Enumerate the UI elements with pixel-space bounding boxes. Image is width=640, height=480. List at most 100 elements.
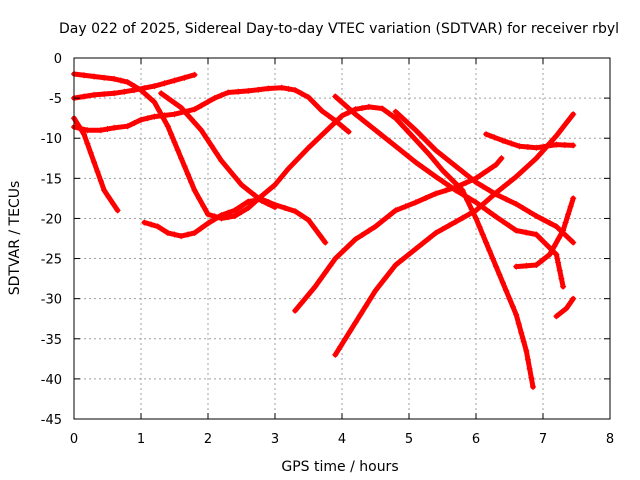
data-point	[513, 201, 520, 207]
data-point	[339, 99, 345, 106]
data-point	[332, 255, 339, 262]
data-point	[439, 152, 446, 159]
data-point	[184, 231, 191, 238]
data-point	[567, 203, 574, 210]
data-point	[546, 220, 553, 226]
data-point	[111, 75, 118, 82]
data-point	[564, 118, 571, 125]
data-point	[526, 209, 533, 215]
data-point	[111, 124, 118, 131]
data-series	[71, 84, 352, 135]
data-point	[124, 123, 131, 130]
data-point	[486, 209, 493, 215]
series-line	[483, 131, 576, 151]
data-point	[198, 225, 205, 232]
data-point	[553, 251, 560, 258]
data-point	[164, 95, 171, 102]
data-point	[332, 93, 339, 100]
data-point	[347, 327, 354, 334]
data-point	[432, 147, 439, 154]
data-point	[131, 83, 138, 90]
data-point	[412, 127, 419, 134]
data-point	[479, 170, 486, 177]
data-point	[131, 120, 138, 126]
data-point	[528, 374, 535, 381]
data-point	[342, 335, 349, 342]
data-point	[81, 131, 87, 138]
x-tick-label: 5	[405, 432, 413, 447]
data-point	[526, 161, 533, 168]
data-point	[365, 121, 372, 128]
data-point	[198, 127, 205, 134]
data-point	[524, 144, 531, 150]
data-point	[359, 232, 366, 238]
data-series	[483, 131, 577, 151]
data-point	[516, 143, 523, 150]
data-point	[365, 103, 372, 110]
data-point	[345, 105, 352, 112]
data-point	[543, 143, 550, 150]
x-tick-label: 8	[606, 432, 614, 447]
data-point	[426, 151, 433, 158]
data-point	[486, 166, 493, 173]
data-point	[518, 329, 525, 336]
data-point	[392, 115, 399, 122]
data-point	[105, 194, 112, 201]
data-point	[231, 213, 238, 219]
data-point	[540, 238, 546, 245]
data-point	[144, 115, 151, 122]
data-point	[292, 158, 299, 165]
data-point	[251, 192, 258, 199]
data-point	[555, 235, 562, 242]
series-layer	[71, 71, 577, 390]
data-point	[151, 83, 158, 90]
data-point	[523, 229, 530, 236]
data-point	[337, 343, 344, 350]
data-point	[158, 90, 165, 97]
data-point	[218, 92, 225, 99]
data-point	[508, 140, 515, 147]
data-point	[412, 136, 419, 143]
data-point	[178, 104, 185, 111]
data-point	[523, 262, 530, 269]
data-point	[171, 111, 178, 118]
data-point	[419, 164, 426, 171]
data-point	[546, 251, 553, 258]
y-tick-label: -35	[41, 333, 62, 348]
data-point	[399, 122, 406, 129]
data-point	[556, 267, 563, 274]
data-point	[205, 98, 211, 105]
data-series	[513, 195, 577, 270]
data-point	[245, 205, 252, 211]
data-series	[553, 295, 577, 320]
y-tick-label: -15	[41, 172, 62, 187]
x-axis-label: GPS time / hours	[281, 459, 398, 475]
data-point	[171, 77, 178, 84]
data-point	[345, 128, 352, 135]
data-point	[558, 275, 565, 282]
data-point	[91, 73, 98, 80]
data-point	[245, 187, 252, 194]
data-point	[519, 167, 526, 174]
data-point	[121, 88, 128, 95]
data-point	[432, 190, 439, 197]
data-point	[499, 137, 506, 144]
x-tick-label: 2	[204, 432, 212, 447]
data-point	[533, 262, 540, 268]
data-point	[419, 240, 426, 247]
data-point	[553, 223, 560, 230]
data-point	[238, 209, 245, 215]
data-point	[367, 295, 374, 302]
data-point	[382, 274, 389, 281]
series-line	[141, 196, 328, 245]
data-point	[419, 133, 426, 140]
data-point	[426, 235, 433, 242]
series-line	[553, 296, 576, 319]
data-point	[406, 129, 412, 136]
data-point	[161, 112, 168, 119]
data-point	[97, 127, 104, 134]
data-point	[211, 95, 218, 102]
data-point	[171, 99, 178, 106]
y-tick-label: -40	[41, 373, 62, 388]
